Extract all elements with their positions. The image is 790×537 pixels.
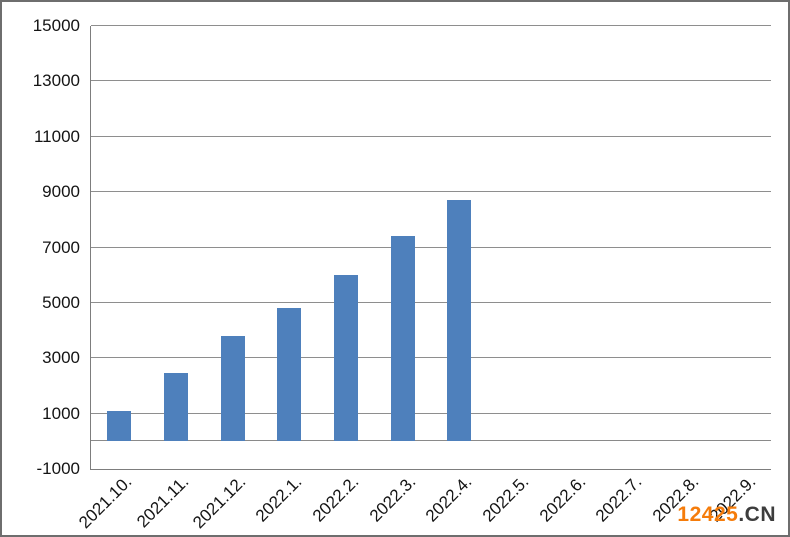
gridline — [91, 80, 771, 82]
watermark-number: 12425 — [677, 503, 739, 526]
gridline — [91, 246, 771, 248]
y-axis-tick-label: 3000 — [42, 348, 80, 368]
bar — [107, 410, 132, 442]
watermark-domain-suffix: .CN — [738, 503, 776, 526]
gridline — [91, 191, 771, 193]
bar — [334, 275, 358, 442]
y-axis-tick-label: 11000 — [33, 126, 80, 146]
y-axis-tick-label: 9000 — [42, 182, 80, 202]
gridline — [91, 135, 771, 137]
bar — [447, 200, 472, 442]
y-axis-tick-label: 15000 — [32, 16, 80, 35]
y-axis-tick-label: 5000 — [42, 292, 80, 312]
zero-axis-line — [91, 440, 771, 442]
y-axis-tick-label: 1000 — [42, 403, 80, 423]
bar — [390, 236, 415, 442]
bar — [220, 336, 245, 442]
watermark: 12425.CN — [677, 503, 776, 527]
gridline — [91, 25, 771, 26]
gridline — [91, 412, 771, 414]
gridline — [91, 301, 771, 303]
y-axis-tick-label: 13000 — [32, 71, 80, 91]
plot-area — [90, 25, 771, 470]
bar — [277, 308, 302, 442]
bar — [164, 373, 188, 442]
gridline — [91, 357, 771, 359]
y-axis-tick-label: 7000 — [42, 237, 80, 257]
y-axis-tick-label: -1000 — [36, 459, 80, 478]
